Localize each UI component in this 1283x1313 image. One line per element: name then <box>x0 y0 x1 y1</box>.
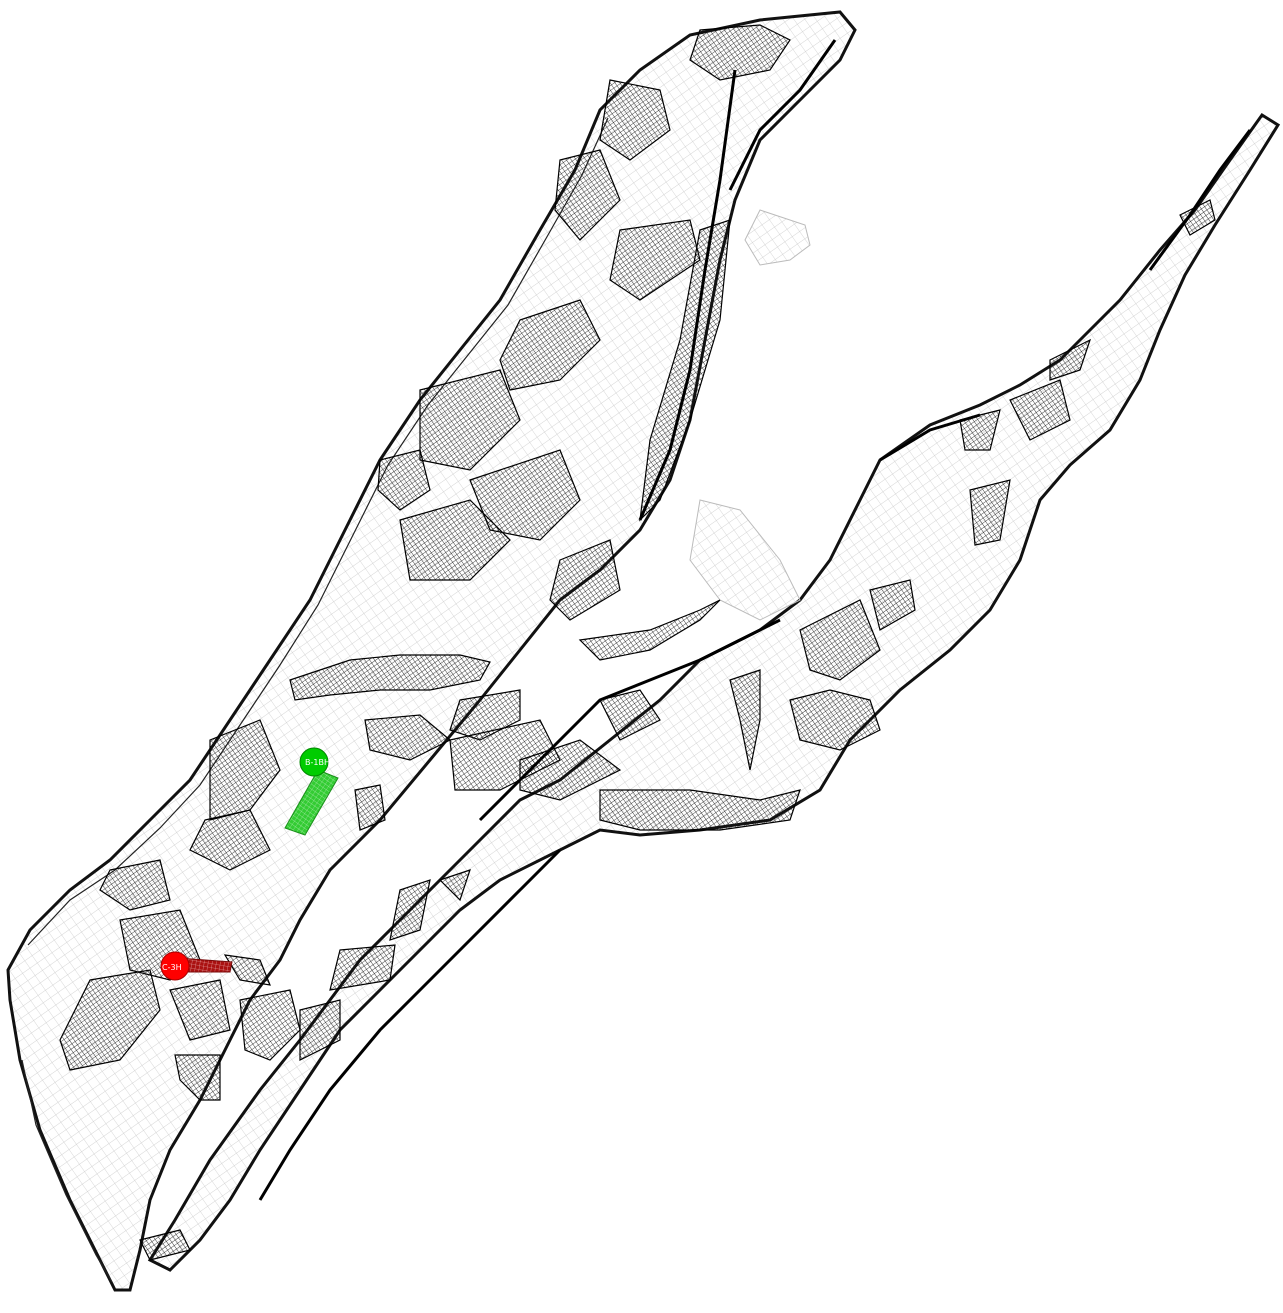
well-marker-c-3h[interactable] <box>160 951 190 981</box>
fault-line <box>258 848 562 1201</box>
inactive-block <box>789 689 881 751</box>
inactive-block <box>499 299 601 391</box>
inactive-block <box>223 954 271 986</box>
inactive-block <box>354 784 386 831</box>
inactive-block <box>578 599 721 661</box>
fault-line <box>638 69 737 521</box>
well-completion-b-1bh <box>284 769 339 836</box>
inactive-block <box>299 999 341 1061</box>
inactive-block <box>189 809 271 871</box>
inactive-block <box>139 1229 191 1261</box>
well-b-1bh[interactable]: B-1BH <box>284 747 339 836</box>
fault-lines <box>258 39 1252 1201</box>
inactive-block <box>209 719 281 821</box>
well-marker-b-1bh[interactable] <box>299 747 329 777</box>
inactive-block <box>174 1054 221 1101</box>
inactive-block <box>689 24 791 81</box>
inactive-block <box>599 789 801 831</box>
inactive-block <box>599 79 671 161</box>
inactive-block <box>869 579 916 631</box>
inactive-block <box>609 219 701 301</box>
inactive-block <box>329 944 396 991</box>
inactive-block <box>419 369 521 471</box>
fault-line <box>478 618 781 822</box>
inactive-block <box>1009 379 1071 441</box>
inactive-block <box>729 669 761 771</box>
fault-line <box>728 39 837 191</box>
inactive-block <box>1049 338 1092 381</box>
grid-edge-inner-left <box>27 117 609 946</box>
well-label-c-3h: C-3H <box>162 963 182 972</box>
inactive-block <box>377 449 431 511</box>
inactive-block <box>549 539 621 621</box>
grid-branch-connector <box>689 499 801 621</box>
inactive-block <box>469 449 581 541</box>
inactive-block <box>364 714 452 761</box>
inactive-block <box>438 869 471 902</box>
inactive-block <box>554 149 621 241</box>
inactive-cell-blocks <box>59 24 1216 1261</box>
well-c-3h[interactable]: C-3H <box>160 951 233 981</box>
fault-line <box>879 413 981 462</box>
well-label-b-1bh: B-1BH <box>305 758 330 767</box>
inactive-block <box>959 409 1001 451</box>
inactive-block <box>99 859 171 911</box>
inactive-block <box>389 879 431 941</box>
inactive-block <box>399 499 511 581</box>
inactive-block <box>239 989 301 1061</box>
grid-edge-inner-bottom <box>21 1059 113 1283</box>
grid-upper-connector <box>744 209 811 266</box>
inactive-block <box>169 979 231 1041</box>
inactive-block <box>599 689 661 741</box>
inactive-block <box>289 654 491 701</box>
inactive-block <box>59 969 161 1071</box>
fault-line <box>1148 129 1252 271</box>
inactive-block <box>799 599 881 681</box>
inactive-block <box>1179 199 1216 236</box>
inactive-block <box>639 219 731 522</box>
inactive-block <box>969 479 1011 546</box>
